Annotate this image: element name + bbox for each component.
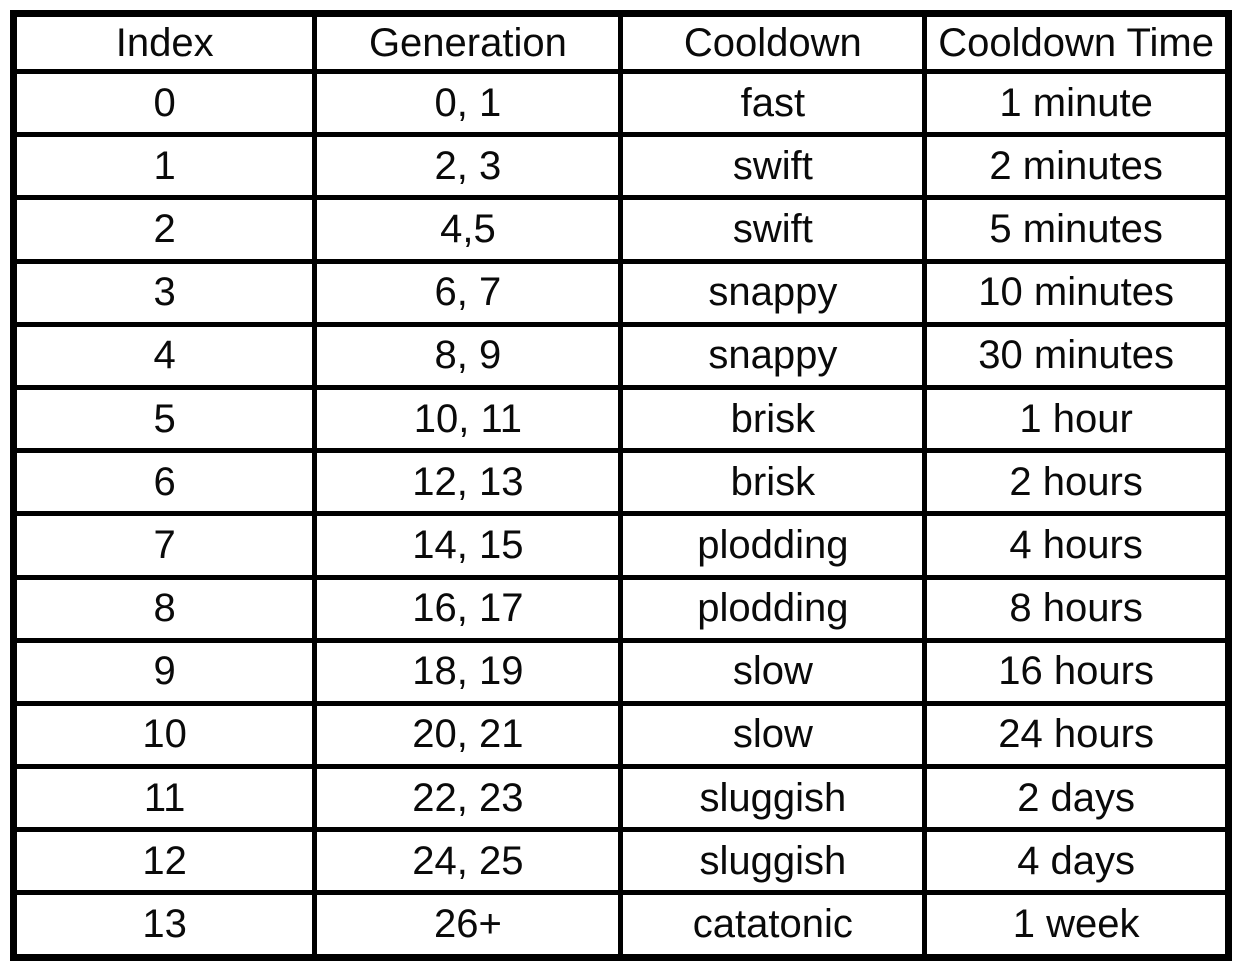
table-cell: 9 bbox=[10, 637, 318, 706]
table-cell: 7 bbox=[10, 511, 318, 580]
table-row: 9 18, 19 slow 16 hours bbox=[10, 637, 1231, 706]
table-row: 8 16, 17 plodding 8 hours bbox=[10, 574, 1231, 643]
table-cell: 10 bbox=[10, 700, 318, 770]
table-cell: swift bbox=[618, 132, 928, 201]
table-cell: 10, 11 bbox=[312, 384, 624, 454]
table-cell: 8 bbox=[10, 574, 318, 643]
table-cell: 13 bbox=[10, 890, 318, 960]
table-cell: snappy bbox=[618, 321, 928, 390]
column-header-cooldown: Cooldown bbox=[618, 11, 928, 74]
table-cell: 6, 7 bbox=[312, 258, 624, 327]
table-cell: 1 hour bbox=[922, 384, 1231, 454]
column-header-cooldown-time: Cooldown Time bbox=[922, 11, 1231, 74]
table-cell: plodding bbox=[618, 511, 928, 580]
table-cell: 0, 1 bbox=[312, 68, 624, 138]
table-cell: slow bbox=[618, 700, 928, 770]
table-row: 11 22, 23 sluggish 2 days bbox=[10, 764, 1231, 833]
table-cell: 18, 19 bbox=[312, 637, 624, 706]
column-header-generation: Generation bbox=[312, 11, 624, 74]
table-cell: plodding bbox=[618, 574, 928, 643]
table-cell: brisk bbox=[618, 448, 928, 517]
table-cell: 2 hours bbox=[922, 448, 1231, 517]
table-cell: brisk bbox=[618, 384, 928, 454]
table-cell: 5 minutes bbox=[922, 195, 1231, 264]
table-cell: 4 bbox=[10, 321, 318, 390]
table-cell: fast bbox=[618, 68, 928, 138]
table-cell: 2, 3 bbox=[312, 132, 624, 201]
table-cell: 5 bbox=[10, 384, 318, 454]
table-cell: 4 days bbox=[922, 827, 1231, 896]
table-cell: 22, 23 bbox=[312, 764, 624, 833]
table-cell: catatonic bbox=[618, 890, 928, 960]
table-cell: slow bbox=[618, 637, 928, 706]
table-cell: 2 bbox=[10, 195, 318, 264]
table-row: 5 10, 11 brisk 1 hour bbox=[10, 384, 1231, 454]
table-cell: 1 bbox=[10, 132, 318, 201]
table-cell: 16 hours bbox=[922, 637, 1231, 706]
table-row: 6 12, 13 brisk 2 hours bbox=[10, 448, 1231, 517]
table-cell: 12 bbox=[10, 827, 318, 896]
table-cell: 8, 9 bbox=[312, 321, 624, 390]
table-row: 7 14, 15 plodding 4 hours bbox=[10, 511, 1231, 580]
table-row: 3 6, 7 snappy 10 minutes bbox=[10, 258, 1231, 327]
table-row: 10 20, 21 slow 24 hours bbox=[10, 700, 1231, 770]
table-body: 0 0, 1 fast 1 minute 1 2, 3 swift 2 minutes 2 4,5… bbox=[10, 68, 1231, 960]
table-row: 12 24, 25 sluggish 4 days bbox=[10, 827, 1231, 896]
table-row: 1 2, 3 swift 2 minutes bbox=[10, 132, 1231, 201]
table-cell: 24 hours bbox=[922, 700, 1231, 770]
table-cell: 10 minutes bbox=[922, 258, 1231, 327]
table-cell: 4,5 bbox=[312, 195, 624, 264]
table-cell: 24, 25 bbox=[312, 827, 624, 896]
table-cell: 3 bbox=[10, 258, 318, 327]
table-cell: 1 minute bbox=[922, 68, 1231, 138]
table-cell: 2 days bbox=[922, 764, 1231, 833]
table-cell: 30 minutes bbox=[922, 321, 1231, 390]
table-cell: 1 week bbox=[922, 890, 1231, 960]
table-cell: 20, 21 bbox=[312, 700, 624, 770]
table-row: 2 4,5 swift 5 minutes bbox=[10, 195, 1231, 264]
table-cell: swift bbox=[618, 195, 928, 264]
table-cell: 8 hours bbox=[922, 574, 1231, 643]
table-header: Index Generation Cooldown Cooldown Time bbox=[10, 11, 1231, 74]
cooldown-table: Index Generation Cooldown Cooldown Time … bbox=[10, 10, 1232, 961]
table-cell: 2 minutes bbox=[922, 132, 1231, 201]
table-cell: 14, 15 bbox=[312, 511, 624, 580]
table-cell: 16, 17 bbox=[312, 574, 624, 643]
table-cell: 11 bbox=[10, 764, 318, 833]
header-row: Index Generation Cooldown Cooldown Time bbox=[10, 11, 1231, 74]
table-cell: sluggish bbox=[618, 764, 928, 833]
table-cell: 4 hours bbox=[922, 511, 1231, 580]
table-row: 4 8, 9 snappy 30 minutes bbox=[10, 321, 1231, 390]
table-cell: 12, 13 bbox=[312, 448, 624, 517]
table-cell: 6 bbox=[10, 448, 318, 517]
column-header-index: Index bbox=[10, 11, 318, 74]
table-cell: 0 bbox=[10, 68, 318, 138]
table-cell: snappy bbox=[618, 258, 928, 327]
table-cell: sluggish bbox=[618, 827, 928, 896]
table-row: 13 26+ catatonic 1 week bbox=[10, 890, 1231, 960]
table-cell: 26+ bbox=[312, 890, 624, 960]
table-row: 0 0, 1 fast 1 minute bbox=[10, 68, 1231, 138]
